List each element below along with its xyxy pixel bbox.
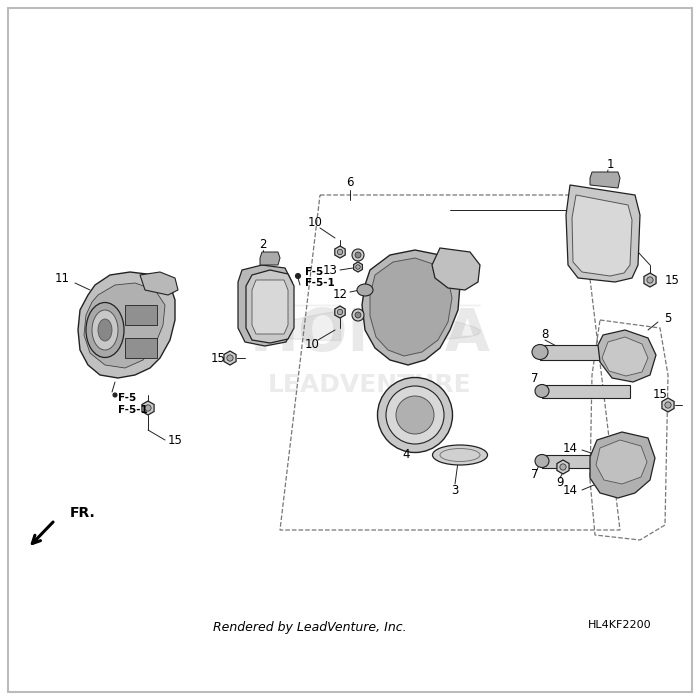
Ellipse shape [86,302,124,358]
Circle shape [665,402,671,408]
Text: 7: 7 [531,468,539,482]
Circle shape [356,265,360,270]
Circle shape [337,309,343,315]
Text: 7: 7 [531,372,539,384]
Polygon shape [370,258,452,356]
Circle shape [337,249,343,255]
Polygon shape [238,265,292,346]
Text: F-5-1: F-5-1 [305,278,335,288]
Polygon shape [260,252,280,265]
Text: 8: 8 [541,328,549,342]
Polygon shape [246,270,294,343]
Polygon shape [252,280,288,334]
Bar [540,345,635,360]
Text: 11: 11 [55,272,69,284]
Bar [125,338,157,358]
Ellipse shape [535,454,549,468]
Text: Rendered by LeadVenture, Inc.: Rendered by LeadVenture, Inc. [214,622,407,634]
Text: 1: 1 [606,158,614,172]
Ellipse shape [377,377,452,452]
Circle shape [295,274,300,279]
Ellipse shape [532,344,548,360]
Circle shape [355,312,361,318]
Ellipse shape [433,445,487,465]
Polygon shape [598,330,656,382]
Bar [542,385,630,398]
Text: 5: 5 [664,312,672,325]
Polygon shape [432,248,480,290]
Circle shape [647,276,653,283]
Bar [125,305,157,325]
Text: HONDA: HONDA [250,307,491,363]
Text: 4: 4 [402,449,409,461]
Text: 10: 10 [304,337,319,351]
Ellipse shape [92,310,118,350]
Circle shape [227,355,233,361]
Text: 15: 15 [211,351,225,365]
Polygon shape [566,185,640,282]
Text: HL4KF2200: HL4KF2200 [588,620,652,630]
Text: F-5: F-5 [118,393,136,403]
Text: F-5: F-5 [305,267,323,277]
Polygon shape [335,246,345,258]
Circle shape [145,405,151,411]
Text: 2: 2 [259,239,267,251]
Text: 15: 15 [664,274,680,286]
Text: 14: 14 [563,484,578,496]
Polygon shape [362,250,460,365]
Text: 6: 6 [346,176,354,188]
Text: 12: 12 [332,288,347,302]
Ellipse shape [535,384,549,398]
Text: LEADVENTURE: LEADVENTURE [268,373,472,397]
Circle shape [352,249,364,261]
Polygon shape [224,351,236,365]
Circle shape [355,252,361,258]
Polygon shape [142,401,154,415]
Text: F-5-1: F-5-1 [118,405,148,415]
Ellipse shape [98,319,112,341]
Ellipse shape [396,396,434,434]
Circle shape [113,393,117,397]
Circle shape [560,464,566,470]
Polygon shape [557,460,569,474]
Text: 14: 14 [563,442,578,454]
Text: 15: 15 [652,389,667,402]
Polygon shape [590,172,620,188]
Polygon shape [590,432,655,498]
Polygon shape [140,272,178,295]
Polygon shape [354,262,363,272]
Ellipse shape [357,284,373,296]
Text: 10: 10 [307,216,323,228]
Circle shape [352,309,364,321]
Bar [542,455,630,468]
Polygon shape [644,273,656,287]
Polygon shape [662,398,674,412]
Text: 15: 15 [167,433,183,447]
Polygon shape [572,195,632,276]
Text: 3: 3 [452,484,458,496]
Polygon shape [602,337,648,376]
Text: FR.: FR. [70,506,96,520]
Polygon shape [596,440,647,484]
Polygon shape [78,272,175,378]
Polygon shape [335,306,345,318]
Text: 9: 9 [556,477,564,489]
Text: 13: 13 [323,263,337,276]
Polygon shape [84,283,165,368]
Ellipse shape [386,386,444,444]
